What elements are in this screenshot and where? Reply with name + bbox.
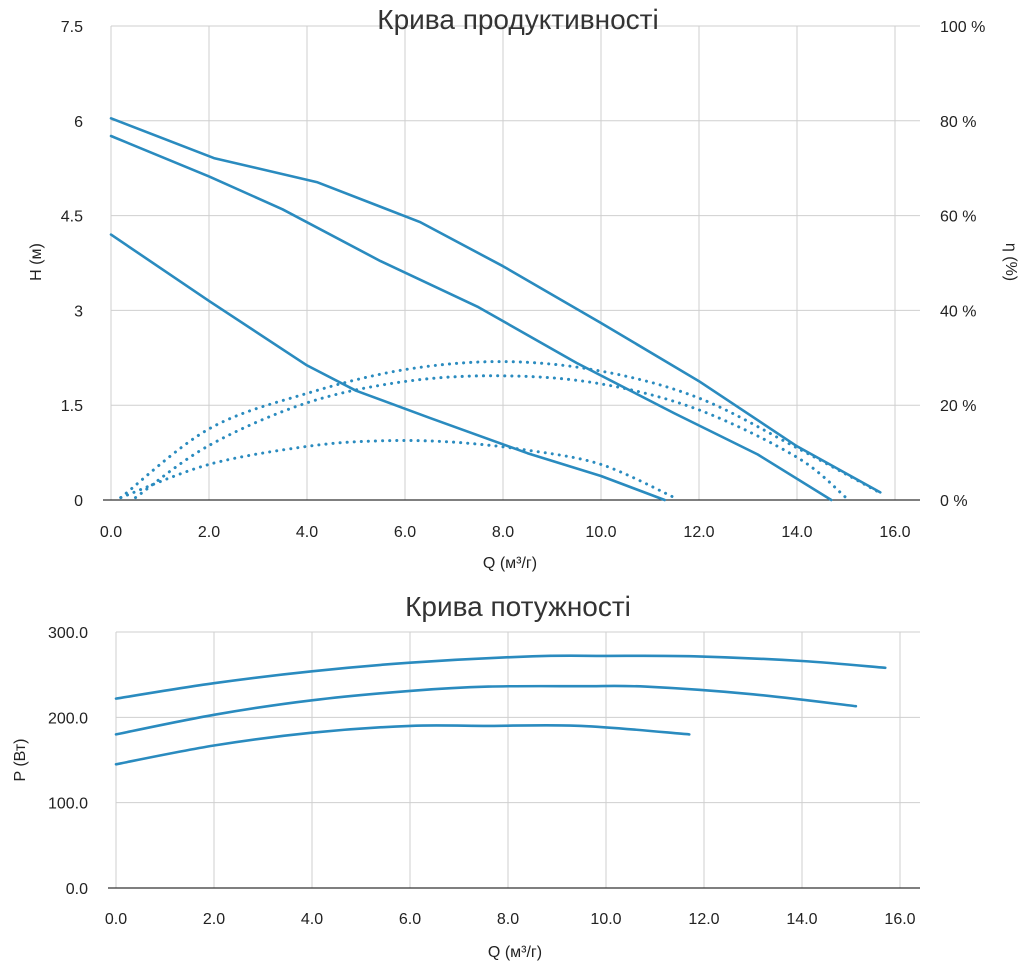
x-tick-label: 16.0 [879,524,910,541]
x-tick-label: 16.0 [884,911,915,928]
head-curve-2 [109,134,833,502]
x-tick-label: 2.0 [198,524,220,541]
x-tick-label: 14.0 [786,911,817,928]
power-y-ticks: 0.0 100.0 200.0 300.0 [48,625,88,898]
x-tick-label: 14.0 [781,524,812,541]
y-tick-label: 0 [74,493,83,510]
power-curve-2 [114,684,858,736]
y2-tick-label: 20 % [940,398,976,415]
x-tick-label: 0.0 [100,524,122,541]
power-x-axis-label: Q (м³/г) [488,944,542,961]
power-grid [108,631,920,889]
y-tick-label: 0.0 [66,881,88,898]
efficiency-curve-5 [134,374,848,500]
y-tick-label: 7.5 [61,19,83,36]
performance-chart-title: Крива продуктивності [377,4,658,35]
performance-y-axis-label: H (м) [28,243,45,281]
y-tick-label: 1.5 [61,398,83,415]
y-tick-label: 300.0 [48,625,88,642]
x-tick-label: 4.0 [301,911,323,928]
power-curve-1 [114,654,887,700]
x-tick-label: 12.0 [683,524,714,541]
y2-tick-label: 60 % [940,209,976,226]
head-curve-1 [109,117,882,494]
y2-tick-label: 0 % [940,493,968,510]
x-tick-label: 6.0 [394,524,416,541]
performance-x-ticks: 0.0 2.0 4.0 6.0 8.0 10.0 12.0 14.0 16.0 [100,524,911,541]
x-tick-label: 4.0 [296,524,318,541]
x-tick-label: 8.0 [497,911,519,928]
y2-tick-label: 80 % [940,114,976,131]
power-curve-3 [114,723,691,766]
y2-tick-label: 40 % [940,303,976,320]
x-tick-label: 8.0 [492,524,514,541]
x-tick-label: 10.0 [585,524,616,541]
performance-series [109,117,882,502]
performance-x-axis-label: Q (м³/г) [483,555,537,572]
x-tick-label: 12.0 [688,911,719,928]
x-tick-label: 2.0 [203,911,225,928]
y2-tick-label: 100 % [940,19,985,36]
x-tick-label: 6.0 [399,911,421,928]
performance-chart: 0.0 2.0 4.0 6.0 8.0 10.0 12.0 14.0 16.0 0 1.5 3 4.5… [28,4,1019,572]
power-chart-title: Крива потужності [405,591,631,622]
y-tick-label: 100.0 [48,796,88,813]
power-chart: 0.0 2.0 4.0 6.0 8.0 10.0 12.0 14.0 16.0 0.0 100.0… [12,591,920,961]
performance-y-ticks: 0 1.5 3 4.5 6 7.5 [61,19,83,510]
x-tick-label: 0.0 [105,911,127,928]
performance-y2-axis-label: η (%) [1002,243,1019,281]
y-tick-label: 3 [74,303,83,320]
power-x-ticks: 0.0 2.0 4.0 6.0 8.0 10.0 12.0 14.0 16.0 [105,911,916,928]
y-tick-label: 200.0 [48,710,88,727]
y-tick-label: 6 [74,114,83,131]
y-tick-label: 4.5 [61,209,83,226]
x-tick-label: 10.0 [590,911,621,928]
power-series [114,654,887,766]
power-y-axis-label: P (Вт) [12,739,29,782]
performance-grid [103,25,920,501]
performance-y2-ticks: 0 % 20 % 40 % 60 % 80 % 100 % [940,19,985,510]
efficiency-curve-4 [119,360,882,500]
head-curve-3 [109,233,666,502]
